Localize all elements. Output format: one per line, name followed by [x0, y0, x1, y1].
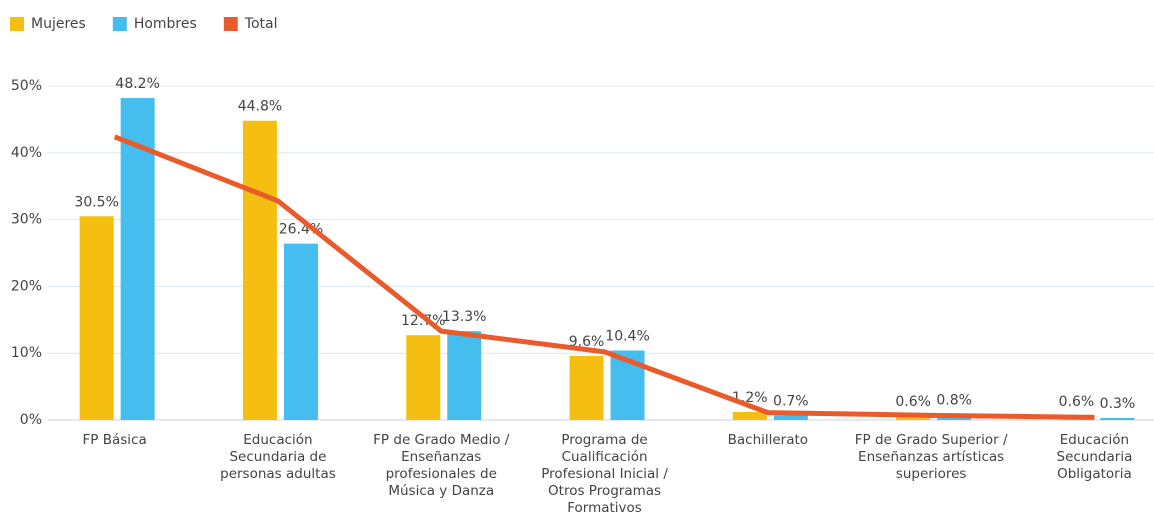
data-label: 0.6%: [895, 394, 931, 410]
data-label: 30.5%: [74, 194, 118, 210]
data-label: 0.8%: [936, 393, 972, 409]
data-label: 0.6%: [1059, 394, 1095, 410]
y-tick-label: 20%: [11, 278, 42, 294]
y-tick-label: 30%: [11, 212, 42, 228]
x-tick-label: Educación Secundaria de personas adultas: [220, 432, 336, 482]
legend-label: Mujeres: [31, 16, 86, 32]
data-label: 9.6%: [569, 334, 605, 350]
y-tick-label: 40%: [11, 145, 42, 161]
x-tick-label: FP de Grado Superior / Enseñanzas artíst…: [854, 432, 1008, 482]
data-label: 13.3%: [442, 309, 486, 325]
x-tick-label: Bachillerato: [727, 432, 809, 448]
bar: [283, 243, 318, 420]
x-tick-label: FP de Grado Medio / Enseñanzas profesion…: [373, 432, 510, 499]
legend-label: Total: [244, 16, 278, 32]
data-label: 0.3%: [1100, 396, 1136, 412]
legend-swatch: [223, 17, 238, 31]
data-label: 44.8%: [238, 99, 282, 115]
y-tick-label: 0%: [20, 412, 42, 428]
bar: [242, 120, 277, 421]
bar: [732, 411, 767, 420]
data-label: 48.2%: [115, 76, 159, 92]
legend-label: Hombres: [134, 16, 197, 32]
line: [113, 134, 1095, 420]
bar: [447, 331, 482, 420]
bar: [773, 415, 808, 420]
bar: [1100, 417, 1135, 420]
legend-swatch: [112, 17, 127, 31]
y-tick-label: 50%: [11, 78, 42, 94]
legend-swatch: [10, 17, 24, 31]
data-label: 0.7%: [773, 393, 809, 409]
bar: [569, 355, 604, 420]
x-tick-label: Programa de Cualificación Profesional In…: [541, 432, 668, 516]
x-tick-label: FP Básica: [82, 432, 147, 448]
x-tick-label: Educación Secundaria Obligatoria: [1056, 432, 1133, 482]
bar: [896, 415, 931, 420]
bar: [406, 335, 441, 420]
y-tick-label: 10%: [11, 345, 42, 361]
data-label: 10.4%: [605, 329, 649, 345]
bar: [79, 216, 114, 420]
